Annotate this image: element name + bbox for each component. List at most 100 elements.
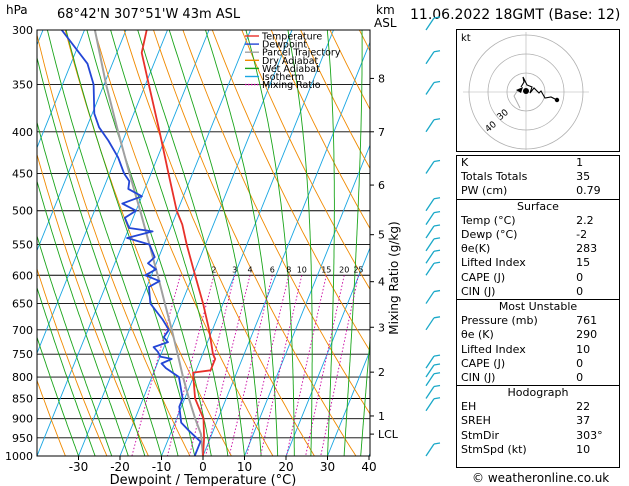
dewpoint-line [60,30,202,456]
wind-barb-flag [433,354,441,357]
wet-adiabat-line [37,120,146,456]
isotherm-line [37,30,168,355]
surface-index-value: 0 [576,284,584,298]
dry-adiabat-line [624,30,629,456]
isotherm-line [37,30,127,252]
unstable-index-label: θe (K) [461,328,494,342]
surface-index-row: CIN (J) 0 [457,285,619,300]
x-axis-label: Dewpoint / Temperature (°C) [110,473,297,486]
index-label: PW (cm) [461,184,508,198]
pressure-tick-label: 900 [12,413,33,426]
pressure-tick-label: 500 [12,205,33,218]
surface-index-value: 15 [576,256,591,270]
x-tick-label: -20 [110,460,130,474]
x-tick-label: 40 [361,460,376,474]
wet-adiabat-line [110,30,229,456]
isotherm-line [161,30,334,456]
wind-barb-shaft [425,51,435,65]
surface-index-label: Dewp (°C) [461,228,518,242]
legend-entry: Isotherm [262,72,304,83]
mixing-ratio-line [188,275,236,456]
wet-adiabat-line [205,30,279,456]
unstable-index-value: 761 [576,314,598,328]
wind-barb-flag [433,442,441,445]
wind-barb-flag [433,210,441,214]
wet-adiabat-line [245,30,295,456]
wind-barb-flag [433,197,441,200]
hodograph-end-point [554,97,560,103]
wet-adiabat-line [343,30,363,456]
wind-barb-flag [433,50,441,53]
wind-barb-shaft [425,250,435,264]
legend-entry: Dry Adiabat [262,56,319,67]
wet-adiabat-line [46,30,179,456]
isotherm-line [37,30,85,149]
wet-adiabat-line [37,55,162,456]
dry-adiabat-line [211,30,370,352]
dry-adiabat-line [37,33,191,456]
isotherm-line [78,30,251,456]
surface-index-value: -2 [576,228,588,242]
pressure-tick-label: 450 [12,167,33,180]
hodograph-index-row: StmDir 303° [457,429,619,443]
pressure-tick-label: 950 [12,432,33,445]
wind-barb-flag [433,372,441,375]
pressure-tick-label: 1000 [5,450,33,463]
wind-barb-shaft [425,238,435,252]
mixing-ratio-value-label: 20 [339,265,349,274]
wet-adiabat-line [37,335,79,456]
hodograph-section-title: Hodograph [457,385,619,401]
dry-adiabat-line [37,152,149,456]
mixing-ratio-value-label: 6 [270,265,275,274]
hodograph-index-label: StmDir [461,428,500,442]
hodograph-index-row: EH 22 [457,400,619,414]
wet-adiabat-line [168,30,262,456]
hodograph-index-value: 22 [576,400,591,414]
isotherm-line [285,246,370,456]
station-location: 68°42'N 307°51'W 43m ASL [57,7,241,22]
unstable-index-label: Lifted Index [461,342,526,356]
mixing-ratio-value-label: 8 [286,265,291,274]
surface-index-row: Dewp (°C) -2 [457,228,619,242]
mixing-ratio-line [228,275,273,456]
hodograph-panel: kt 40 30 [456,29,620,152]
hodograph-index-value: 10 [576,442,591,456]
x-tick-label: 0 [199,460,207,474]
legend-entry: Temperature [261,32,322,43]
x-tick-label: 10 [237,460,252,474]
surface-index-value: 283 [576,242,598,256]
wind-barb-shaft [425,443,435,457]
unstable-index-label: CAPE (J) [461,356,506,370]
surface-index-row: Lifted Index 15 [457,256,619,270]
surface-index-value: 2.2 [576,213,594,227]
footer-credit: © weatheronline.co.uk [472,471,610,485]
unstable-index-row: Lifted Index 10 [457,342,619,356]
unstable-index-row: CIN (J) 0 [457,371,619,386]
wind-barb-shaft [425,355,435,369]
mixing-ratio-line [166,275,215,456]
x-tick-label: 20 [278,460,293,474]
x-tick-label: 30 [320,460,335,474]
index-label: Totals Totals [461,170,528,184]
hodograph-trace [520,76,558,101]
wind-barb-shaft [425,373,435,387]
hodograph-ring-label-30: 30 [496,108,511,123]
legend-entry: Wet Adiabat [262,64,320,75]
dry-adiabat-line [37,267,108,456]
unstable-section-title: Most Unstable [457,298,619,315]
index-row: Totals Totals 35 [457,170,619,184]
pressure-tick-label: 750 [12,348,33,361]
indices-panel: K 1 Totals Totals 35 PW (cm) 0.79 Surface Tem… [456,155,620,468]
wind-barb-flag [433,397,441,400]
wind-barb-shaft [425,291,435,304]
hodograph-index-label: SREH [461,414,491,428]
mixing-ratio-value-label: 2 [211,265,216,274]
wind-barb-shaft [425,212,435,225]
wet-adiabat-line [360,332,370,456]
index-value: 0.79 [576,184,601,198]
index-label: K [461,156,469,170]
hodograph-index-value: 303° [576,428,603,442]
legend-entry: Dewpoint [262,40,307,51]
